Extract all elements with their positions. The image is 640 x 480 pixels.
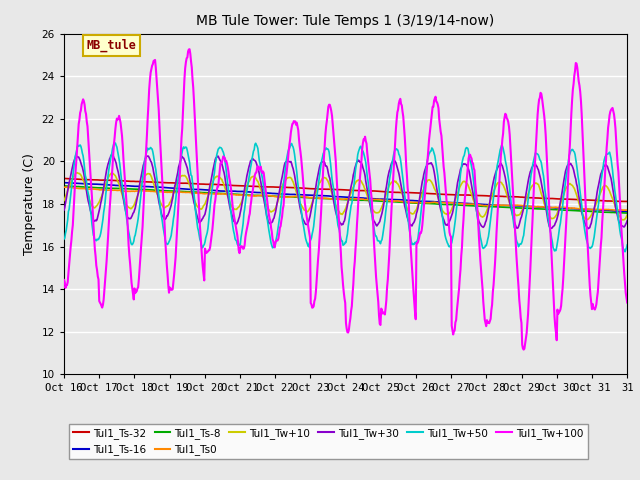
Title: MB Tule Tower: Tule Temps 1 (3/19/14-now): MB Tule Tower: Tule Temps 1 (3/19/14-now… [196, 14, 495, 28]
Legend: Tul1_Ts-32, Tul1_Ts-16, Tul1_Ts-8, Tul1_Ts0, Tul1_Tw+10, Tul1_Tw+30, Tul1_Tw+50,: Tul1_Ts-32, Tul1_Ts-16, Tul1_Ts-8, Tul1_… [69, 424, 588, 459]
Y-axis label: Temperature (C): Temperature (C) [23, 153, 36, 255]
Text: MB_tule: MB_tule [86, 39, 136, 52]
